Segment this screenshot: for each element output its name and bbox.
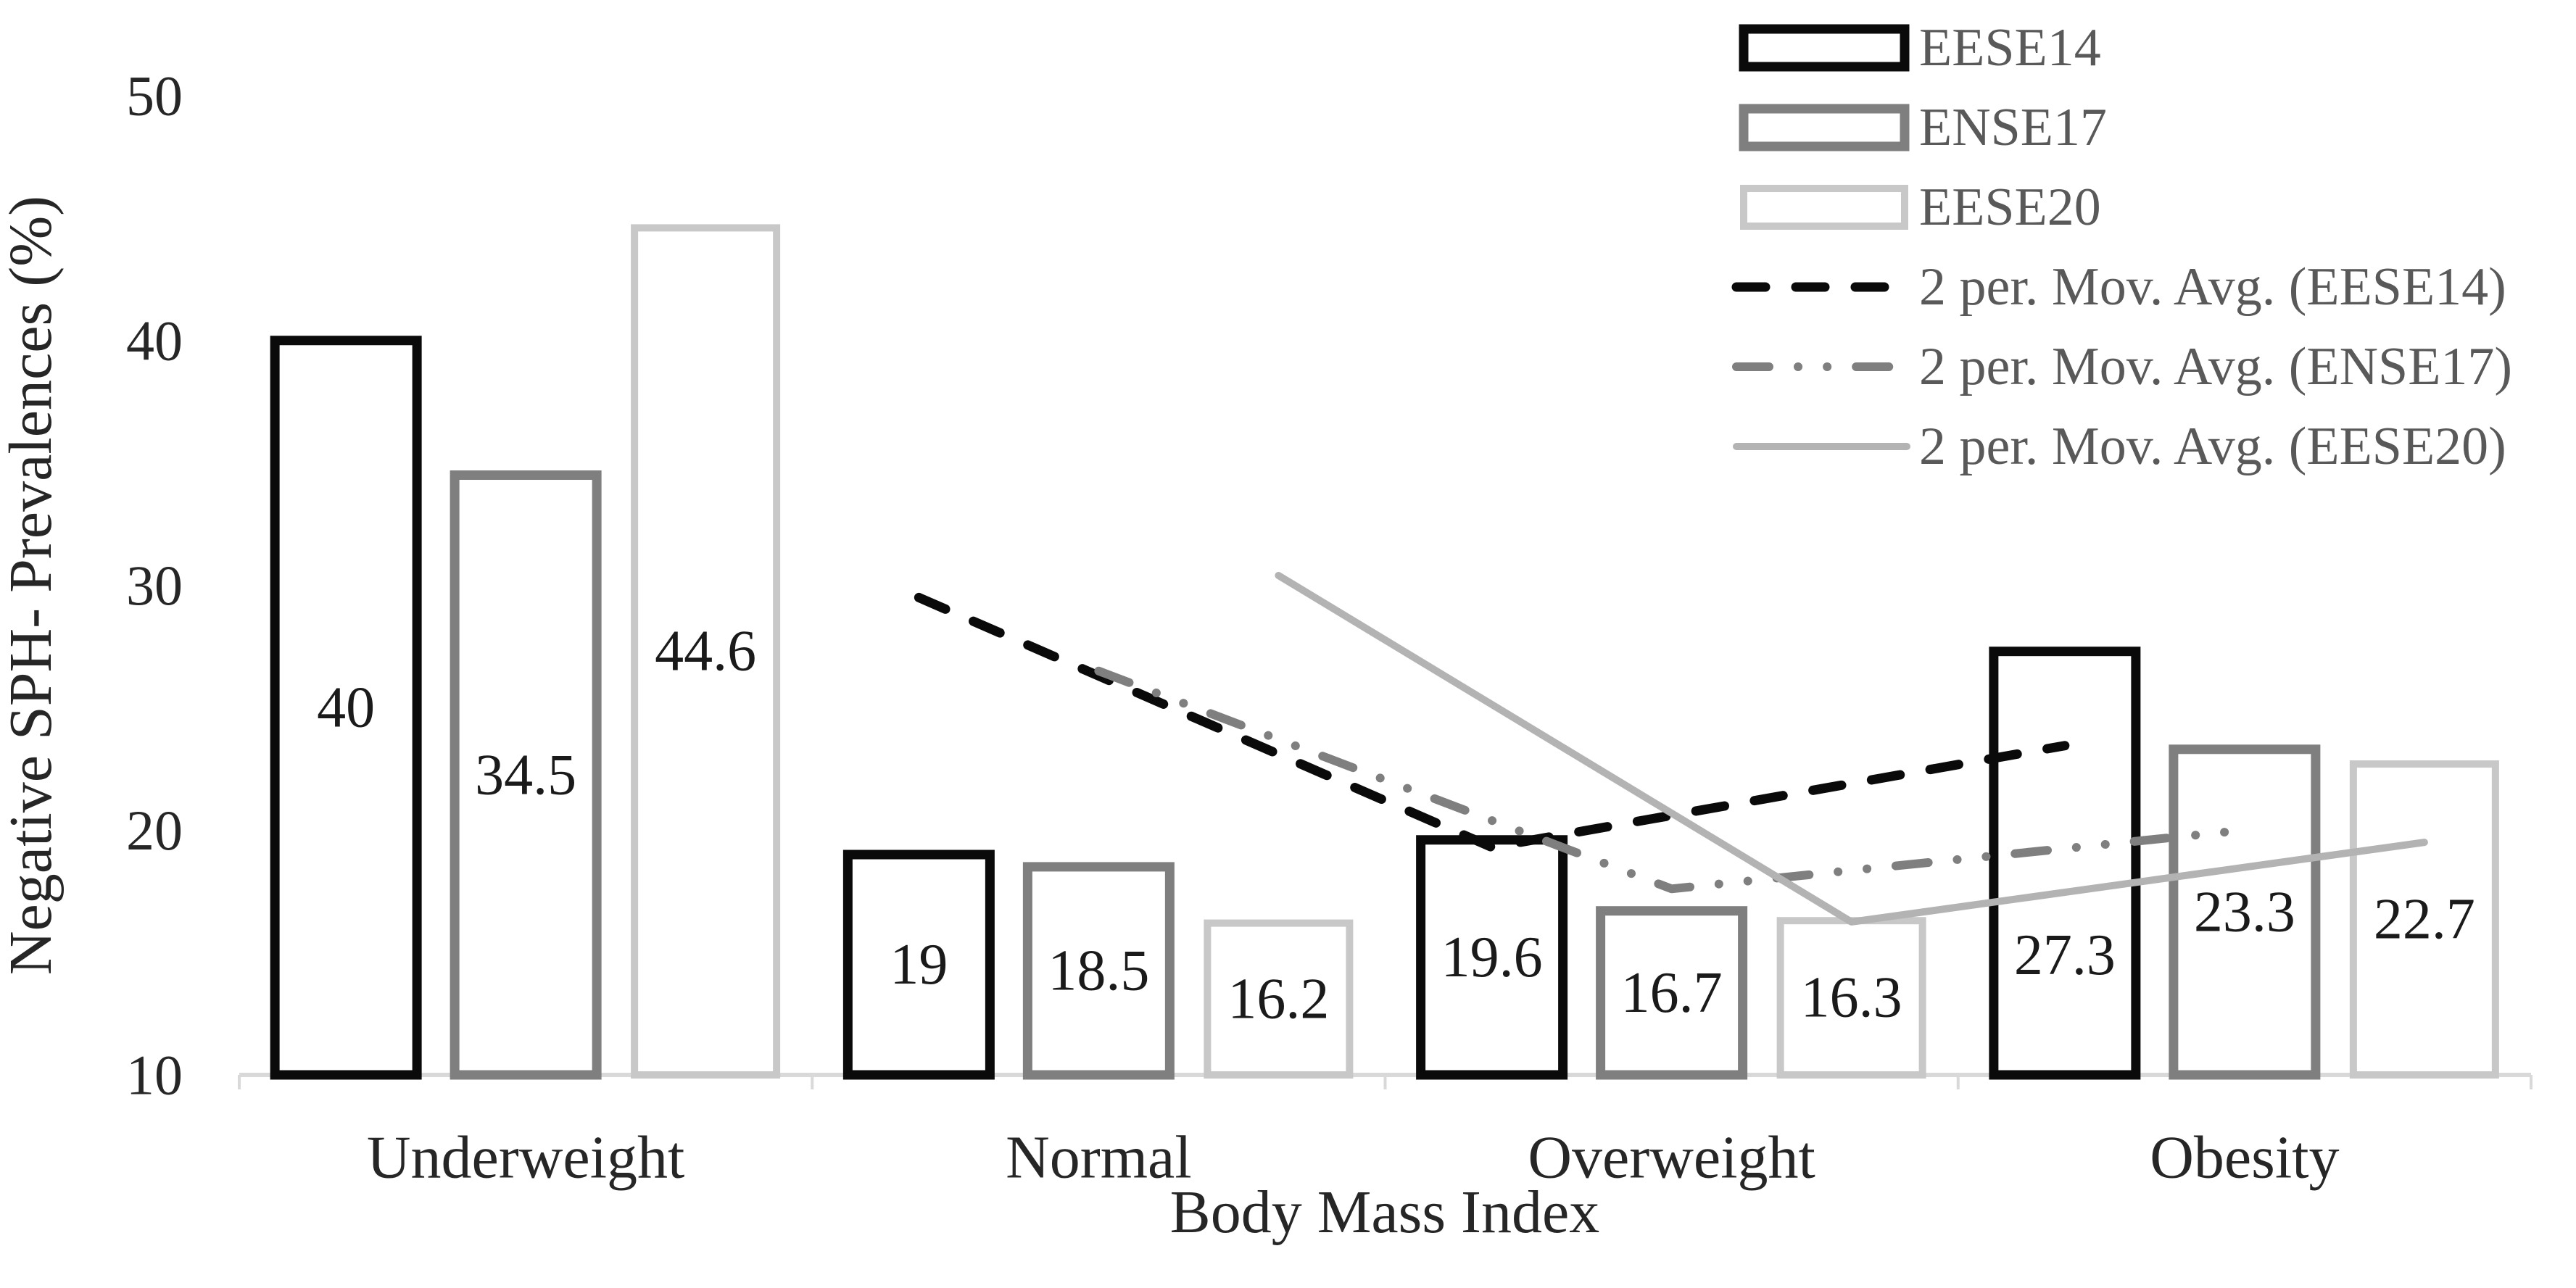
- bar-label-EESE20-normal: 16.2: [1227, 967, 1329, 1031]
- bar-label-EESE20-underweight: 44.6: [655, 620, 756, 684]
- y-axis-title: Negative SPH- Prevalences (%): [0, 196, 65, 975]
- bar-EESE14-normal: [842, 849, 995, 1080]
- category-label-normal: Normal: [1006, 1124, 1192, 1192]
- legend-swatch-ENSE17: [1739, 104, 1910, 151]
- bar-EESE14-obesity: [1989, 647, 2141, 1080]
- category-label-obesity: Obesity: [2150, 1124, 2339, 1192]
- bar-EESE20-obesity: [2349, 760, 2499, 1079]
- bar-ENSE17-overweight: [1596, 906, 1748, 1080]
- bar-label-ENSE17-normal: 18.5: [1048, 939, 1149, 1002]
- legend-label-ma-EESE14: 2 per. Mov. Avg. (EESE14): [1919, 257, 2506, 317]
- legend-label-EESE20: EESE20: [1919, 178, 2101, 237]
- bar-EESE20-normal: [1204, 919, 1354, 1079]
- y-tick-label: 50: [126, 65, 183, 128]
- data-labels-layer: 40 19 19.6 27.3 34.5 18.5 16.7 23.3 44.6 16.2 16.3…: [317, 620, 2475, 1031]
- bar-EESE14-underweight: [270, 336, 422, 1080]
- y-tick-label: 20: [126, 799, 183, 862]
- bar-label-ENSE17-obesity: 23.3: [2194, 880, 2295, 944]
- legend: EESE14 ENSE17 EESE20 2 per. Mov. Avg. (EESE…: [1731, 18, 2512, 476]
- bar-label-EESE14-underweight: 40: [317, 676, 375, 739]
- bar-label-EESE14-normal: 19: [890, 933, 948, 997]
- bars-layer: [270, 224, 2499, 1080]
- y-tick-label: 10: [126, 1044, 183, 1107]
- bar-label-EESE20-overweight: 16.3: [1801, 966, 1902, 1030]
- y-tick-label: 40: [126, 309, 183, 372]
- category-label-overweight: Overweight: [1528, 1124, 1815, 1192]
- ma-line-EESE20: [1275, 571, 2428, 926]
- axis-layer: 10 20 30 40 50 Underweight Normal Overweight Obe…: [126, 65, 2532, 1192]
- bar-label-ENSE17-underweight: 34.5: [475, 743, 576, 807]
- bar-EESE20-overweight: [1776, 917, 1926, 1079]
- legend-label-ma-ENSE17: 2 per. Mov. Avg. (ENSE17): [1919, 337, 2512, 396]
- bar-label-EESE14-overweight: 19.6: [1441, 926, 1543, 989]
- bar-ENSE17-underweight: [450, 470, 602, 1080]
- x-axis-title: Body Mass Index: [1170, 1179, 1600, 1246]
- legend-label-EESE14: EESE14: [1919, 18, 2101, 78]
- bar-EESE20-underweight: [631, 224, 781, 1079]
- bar-EESE14-overweight: [1416, 835, 1568, 1080]
- bar-ENSE17-obesity: [2169, 744, 2321, 1080]
- trendlines-layer: [914, 571, 2428, 926]
- ma-line-EESE14: [914, 592, 2070, 852]
- category-label-underweight: Underweight: [367, 1124, 685, 1192]
- bar-label-ENSE17-overweight: 16.7: [1621, 961, 1723, 1025]
- bar-label-EESE20-obesity: 22.7: [2374, 888, 2475, 952]
- legend-swatch-EESE14: [1739, 24, 1910, 72]
- bar-ENSE17-normal: [1022, 862, 1175, 1080]
- ma-line-ENSE17: [1094, 666, 2249, 894]
- legend-label-ENSE17: ENSE17: [1919, 98, 2107, 157]
- legend-label-ma-EESE20: 2 per. Mov. Avg. (EESE20): [1919, 417, 2506, 476]
- bar-label-EESE14-obesity: 27.3: [2014, 923, 2116, 987]
- y-tick-label: 30: [126, 554, 183, 617]
- legend-swatch-EESE20: [1740, 185, 1908, 230]
